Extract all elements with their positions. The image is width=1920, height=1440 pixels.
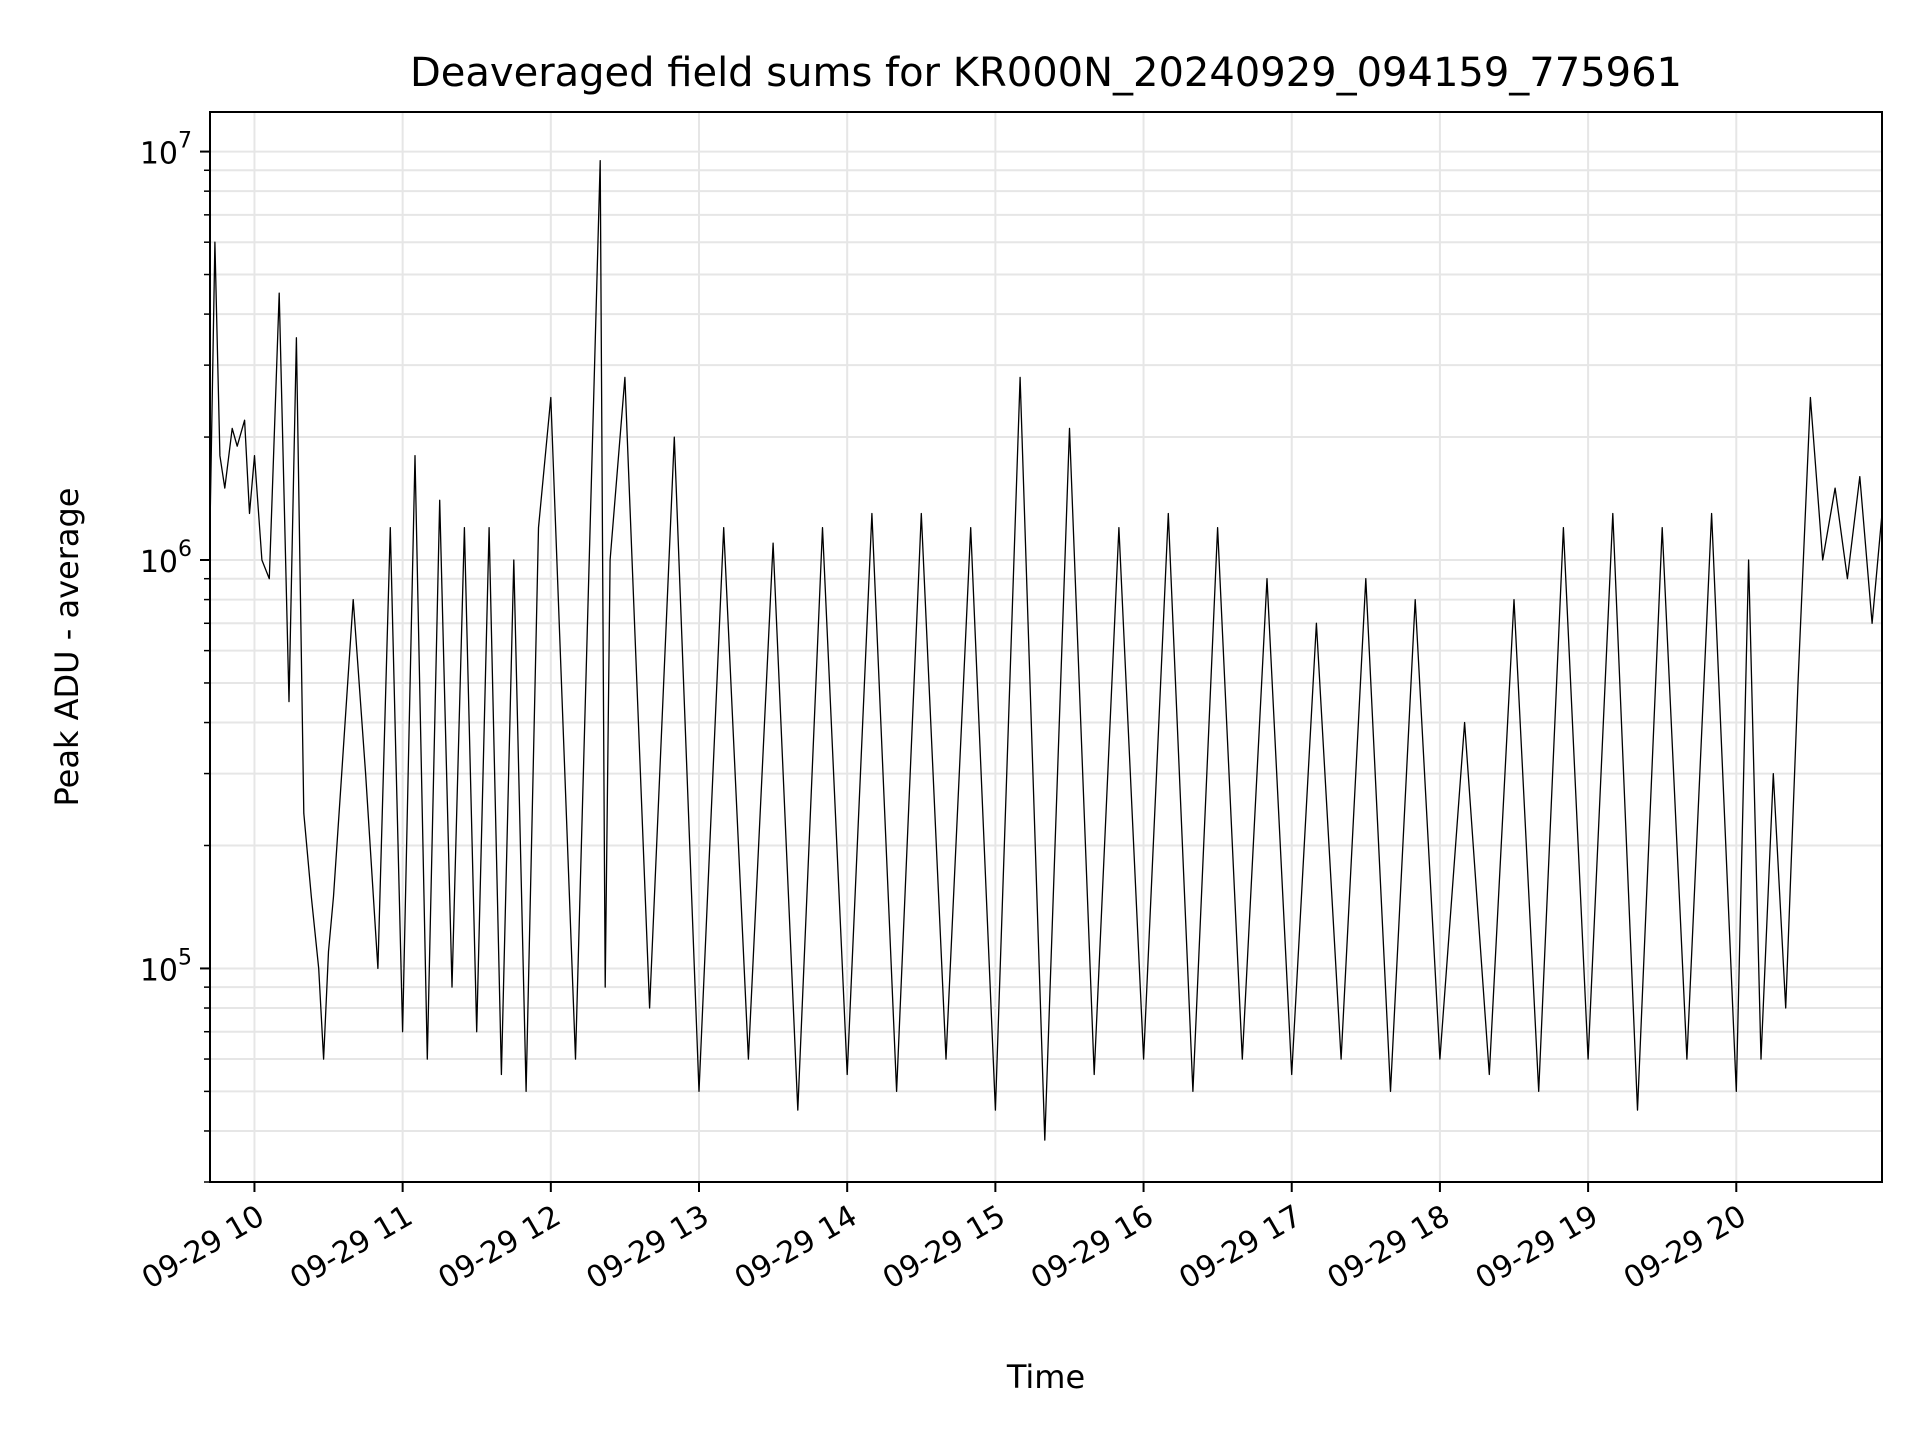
y-axis-label: Peak ADU - average [48,488,86,807]
grid [210,112,1882,1183]
y-axis: 105 106 107 [140,129,210,1183]
y-tick-label: 107 [140,129,192,172]
y-tick-label: 105 [140,945,192,988]
x-axis-label: Time [1006,1358,1085,1396]
chart-title: Deaveraged field sums for KR000N_2024092… [410,50,1682,96]
y-tick-label: 106 [140,537,192,580]
plot-area [210,160,1882,1141]
series-line [210,160,1882,1141]
plot-frame [209,111,1883,1183]
